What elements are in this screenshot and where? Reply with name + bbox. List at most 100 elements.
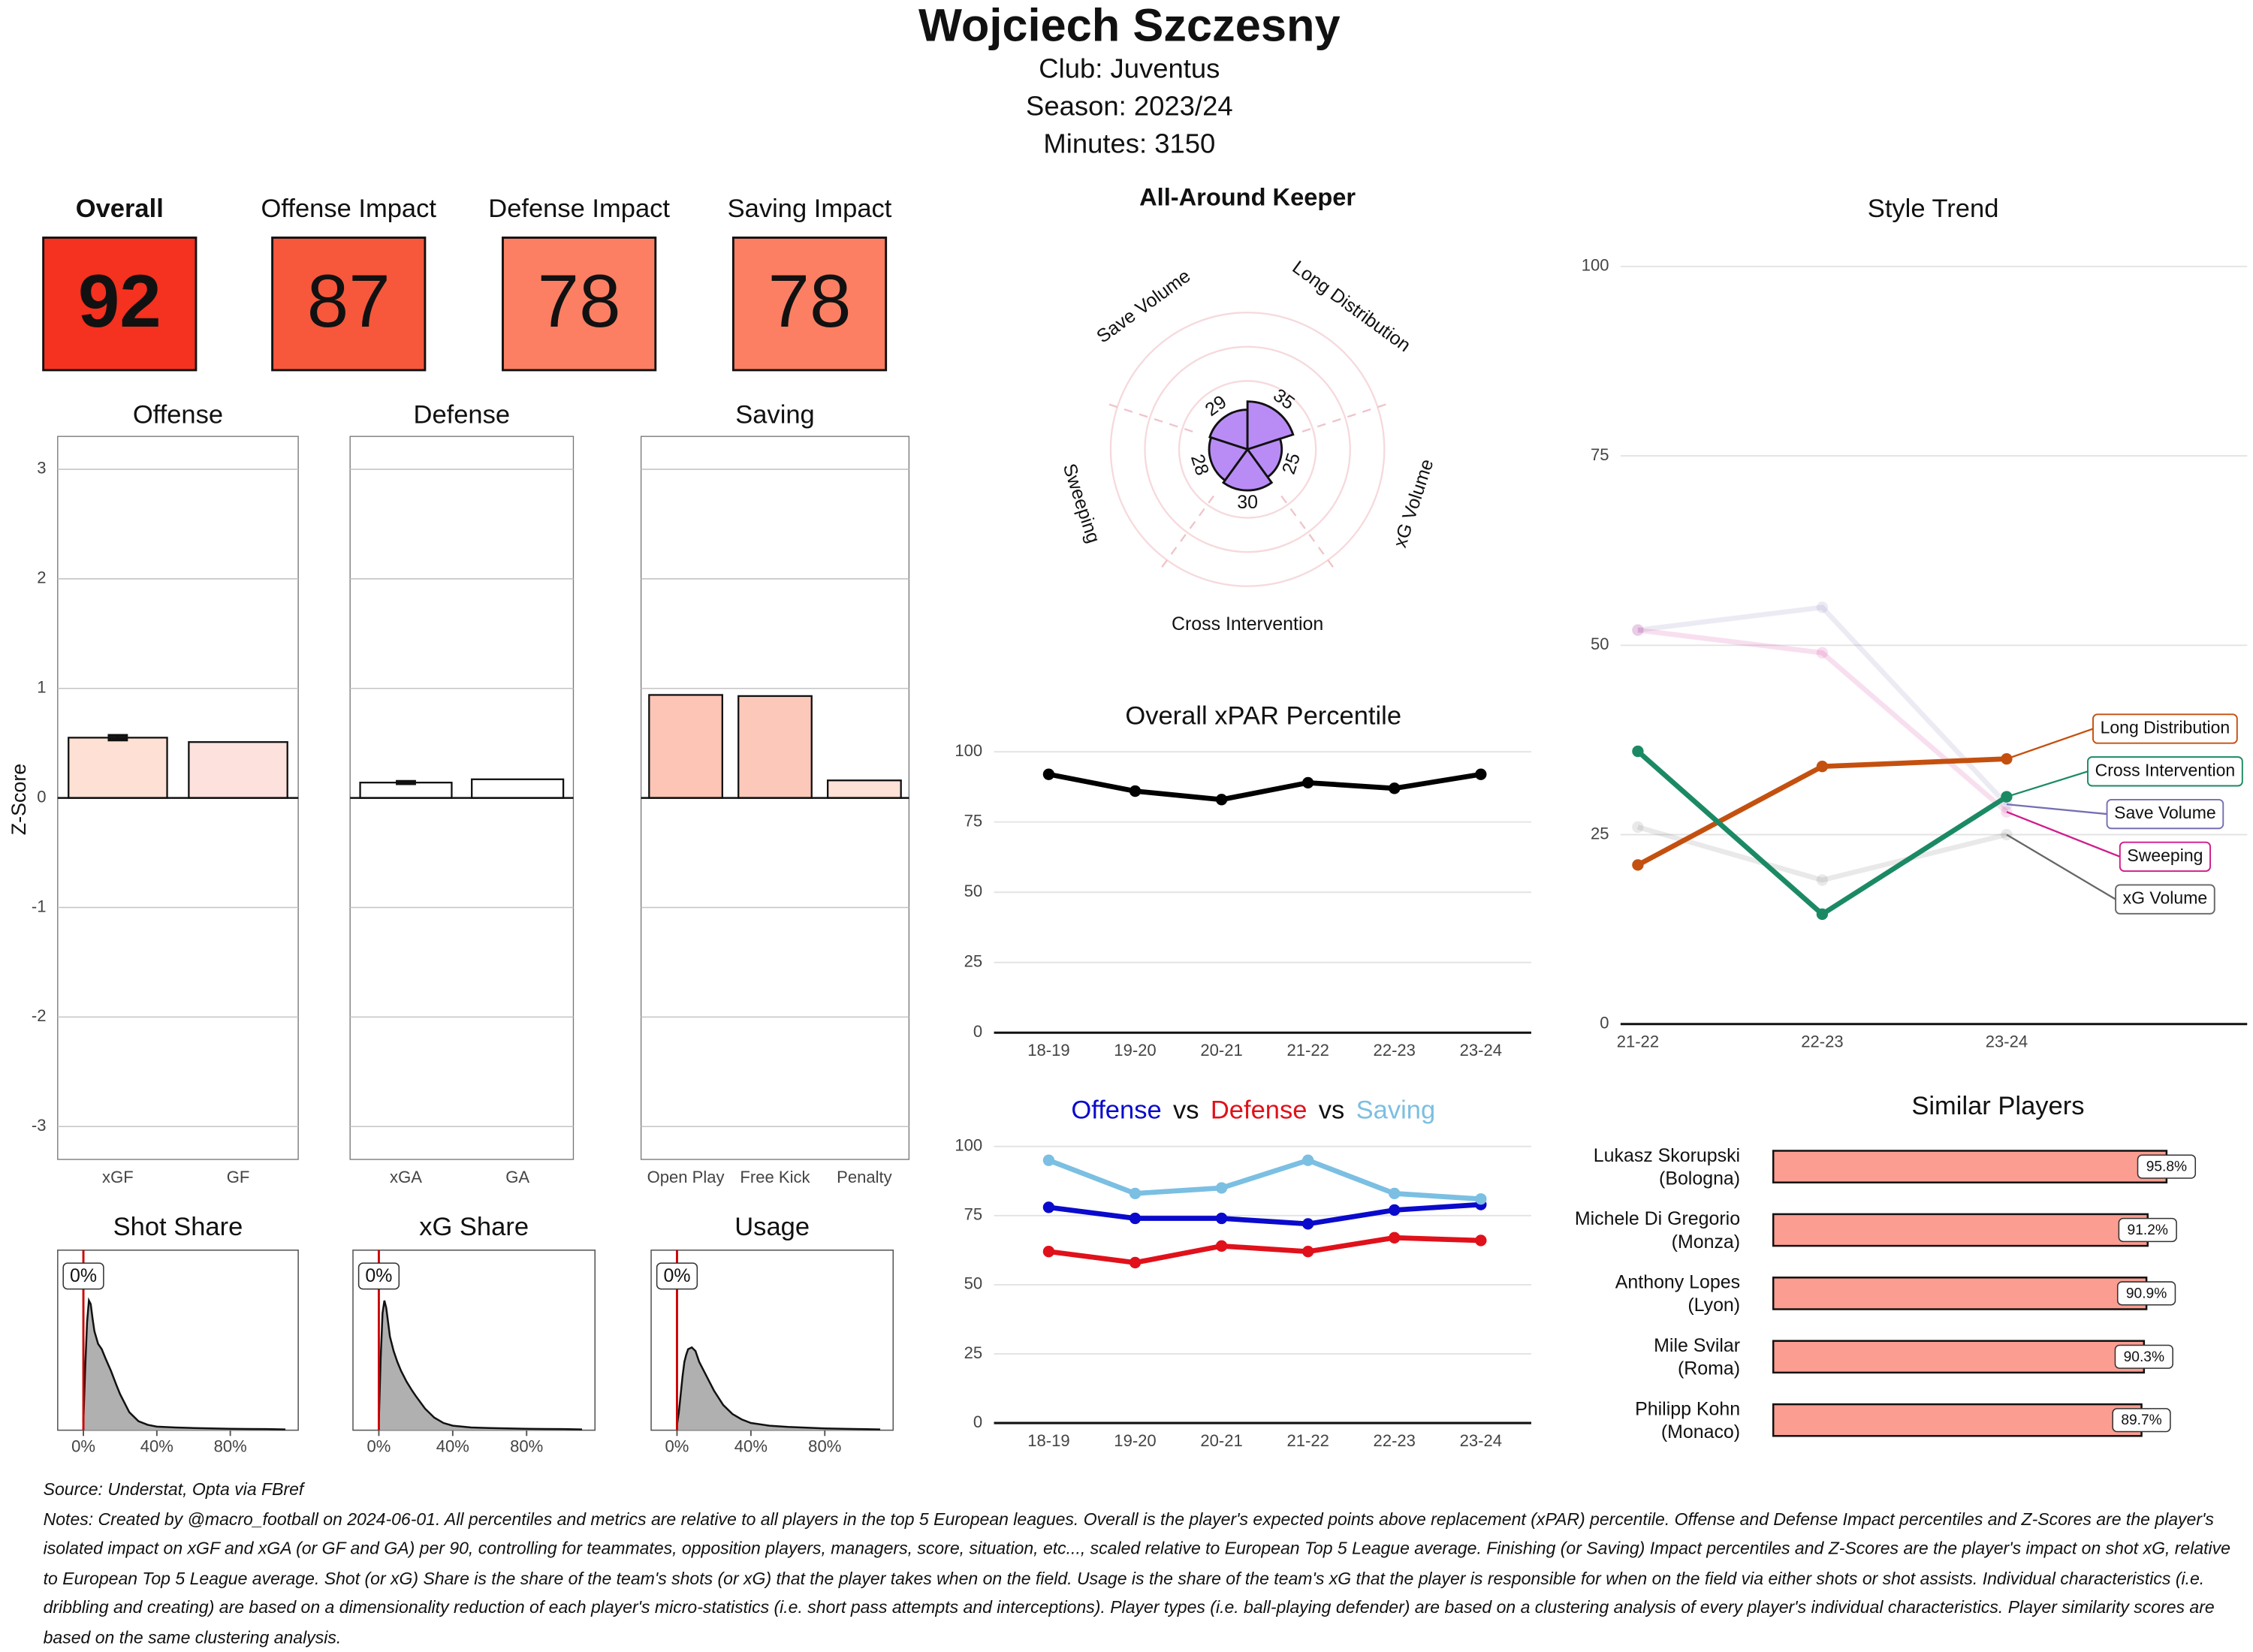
density-fill — [677, 1347, 881, 1430]
sector-divider — [1157, 495, 1214, 573]
x-tick-label: 0% — [71, 1436, 95, 1455]
series-point — [1632, 859, 1644, 871]
y-tick-label: 25 — [964, 1343, 983, 1362]
series-point — [1816, 761, 1829, 773]
player-name: Wojciech Szczesny — [918, 0, 1341, 52]
y-tick-label: 75 — [1591, 445, 1609, 464]
value-label: 91.2% — [2128, 1222, 2168, 1238]
score-box — [271, 237, 427, 372]
x-tick-label: xGF — [102, 1168, 134, 1186]
value-label: 90.9% — [2126, 1286, 2167, 1301]
x-tick-label: Free Kick — [740, 1168, 810, 1186]
bar — [648, 694, 723, 799]
x-tick-label: 80% — [510, 1436, 543, 1455]
series-point — [1215, 1212, 1228, 1225]
value-label-box — [2116, 1281, 2176, 1306]
density-line — [378, 1300, 583, 1430]
chart-title: Style Trend — [1868, 194, 1999, 223]
series-point — [1389, 782, 1401, 794]
series-line — [1048, 1201, 1482, 1227]
x-tick-label: 19-20 — [1114, 1431, 1156, 1450]
bar — [1772, 1277, 2148, 1310]
x-tick-label: 19-20 — [1114, 1041, 1156, 1060]
y-tick-label: 75 — [964, 812, 983, 831]
panel-title: Shot Share — [113, 1213, 243, 1241]
category-label: Sweeping — [1059, 461, 1104, 546]
chart-title: Similar Players — [1911, 1092, 2084, 1120]
density-line — [676, 1346, 881, 1430]
series-point — [1389, 1231, 1401, 1244]
x-tick-label: 40% — [436, 1436, 469, 1455]
error-bar — [396, 779, 416, 785]
y-tick-label: -3 — [32, 1116, 47, 1135]
x-tick-label: 21-22 — [1617, 1032, 1659, 1051]
category-label: Cross Intervention — [1172, 613, 1323, 635]
y-axis-title: Z-Score — [8, 764, 30, 835]
y-tick-label: 100 — [955, 741, 982, 760]
panel-title: Usage — [734, 1213, 810, 1241]
y-tick-label: 3 — [37, 459, 46, 478]
x-tick-label: 0% — [367, 1436, 391, 1455]
x-tick-label: 22-23 — [1801, 1032, 1843, 1051]
y-tick-label: 0 — [973, 1412, 982, 1431]
legend-entry: Cross Intervention — [2095, 760, 2236, 779]
category-label: Long Distribution — [1289, 257, 1415, 357]
legend-entry: xG Volume — [2123, 888, 2208, 908]
x-tick-label: 80% — [808, 1436, 841, 1455]
x-tick-label: 80% — [214, 1436, 247, 1455]
x-tick-label: 22-23 — [1374, 1041, 1416, 1060]
value-label: 89.7% — [2121, 1412, 2161, 1428]
radial-grid — [1144, 345, 1351, 553]
rose-wedge — [1246, 400, 1295, 451]
y-tick-label: 25 — [1591, 824, 1609, 843]
x-tick-label: Penalty — [837, 1168, 892, 1186]
category-label: Anthony Lopes — [1615, 1272, 1740, 1293]
y-tick-label: 50 — [964, 1274, 983, 1293]
rose-wedge — [1245, 437, 1283, 479]
score-label: Offense Impact — [261, 194, 437, 223]
value-label-box — [2137, 1154, 2197, 1179]
panel-title: xG Share — [419, 1213, 529, 1241]
category-note: (Bologna) — [1659, 1168, 1740, 1189]
bar — [1772, 1403, 2143, 1437]
score-box — [502, 237, 657, 372]
x-tick-label: 40% — [734, 1436, 768, 1455]
y-tick-label: 1 — [37, 678, 46, 697]
bar — [471, 778, 565, 799]
title-separator: vs — [1173, 1096, 1199, 1125]
chart-title: Overall xPAR Percentile — [1125, 701, 1401, 730]
panel-title: Saving — [735, 400, 815, 429]
marker-label: 0% — [663, 1265, 690, 1286]
x-tick-label: 23-24 — [1460, 1041, 1502, 1060]
series-line — [1048, 1234, 1481, 1265]
season-line: Season: 2023/24 — [1026, 90, 1233, 121]
series-point — [1389, 1187, 1401, 1200]
y-tick-label: 0 — [973, 1022, 982, 1041]
category-note: (Lyon) — [1687, 1295, 1740, 1316]
category-label: Mile Svilar — [1654, 1335, 1740, 1356]
density-line — [82, 1297, 286, 1430]
score-box — [42, 237, 198, 372]
series-point — [1475, 1234, 1487, 1247]
notes: Notes: Created by @macro_football on 202… — [43, 1509, 2230, 1647]
label-connector — [2006, 728, 2094, 760]
label-connector — [2006, 811, 2121, 858]
panel-title: Offense — [133, 400, 223, 429]
category-note: (Monaco) — [1661, 1421, 1740, 1442]
series-line — [1637, 604, 2009, 806]
x-tick-label: GA — [505, 1168, 529, 1186]
series-line — [1048, 1157, 1482, 1202]
series-point — [1215, 1240, 1228, 1253]
value-label: 95.8% — [2146, 1159, 2187, 1175]
label-connector — [2006, 834, 2116, 900]
x-tick-label: 18-19 — [1027, 1041, 1069, 1060]
category-note: (Roma) — [1678, 1358, 1740, 1379]
series-point — [1042, 1246, 1055, 1258]
legend-box — [2087, 756, 2243, 787]
footer: Source: Understat, Opta via FBref Notes:… — [43, 1479, 2230, 1647]
density-fill — [83, 1300, 286, 1430]
marker-label: 0% — [365, 1265, 392, 1286]
density-fill — [379, 1300, 583, 1430]
legend-box — [2106, 798, 2224, 830]
